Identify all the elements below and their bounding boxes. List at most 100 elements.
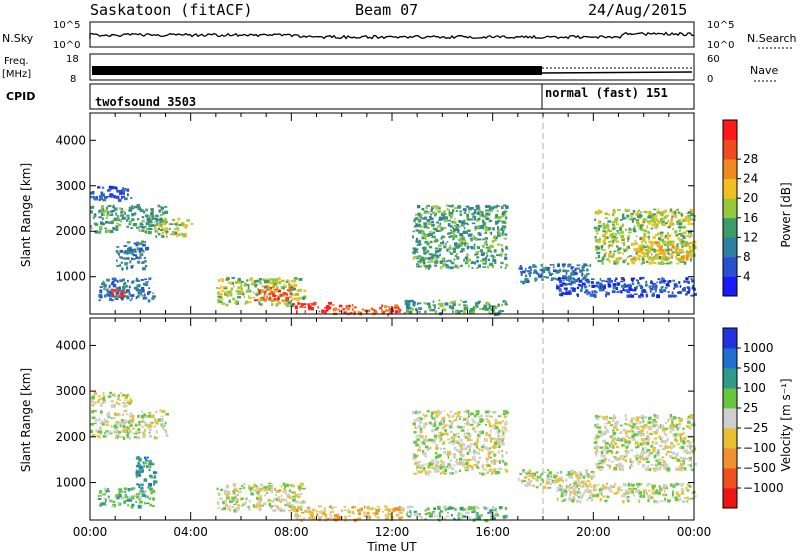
data-cell bbox=[671, 451, 675, 455]
data-cell bbox=[622, 259, 626, 264]
data-cell bbox=[93, 410, 97, 412]
data-cell bbox=[107, 415, 111, 419]
data-cell bbox=[636, 482, 640, 486]
data-cell bbox=[669, 248, 673, 252]
data-cell bbox=[688, 444, 692, 447]
data-cell bbox=[466, 419, 470, 423]
data-cell bbox=[423, 302, 427, 305]
data-cell bbox=[117, 435, 119, 439]
data-cell bbox=[489, 218, 491, 222]
data-cell bbox=[625, 453, 628, 458]
data-cell bbox=[131, 253, 134, 256]
data-cell bbox=[599, 415, 603, 418]
data-cell bbox=[654, 218, 658, 221]
data-cell bbox=[678, 222, 683, 226]
data-cell bbox=[617, 491, 620, 494]
data-cell bbox=[121, 195, 123, 200]
data-cell bbox=[481, 244, 484, 247]
data-cell bbox=[672, 210, 677, 215]
data-cell bbox=[99, 410, 103, 414]
data-cell bbox=[287, 301, 292, 304]
data-cell bbox=[616, 231, 619, 233]
data-cell bbox=[621, 467, 624, 472]
data-cell bbox=[124, 212, 126, 215]
data-cell bbox=[504, 514, 508, 519]
data-cell bbox=[630, 488, 633, 492]
data-cell bbox=[139, 457, 142, 462]
data-cell bbox=[110, 299, 114, 302]
data-cell bbox=[98, 199, 101, 202]
data-cell bbox=[116, 495, 120, 500]
data-cell bbox=[598, 488, 603, 492]
data-cell bbox=[106, 490, 111, 492]
data-cell bbox=[586, 273, 590, 276]
data-cell bbox=[151, 214, 155, 218]
data-cell bbox=[620, 488, 623, 492]
data-cell bbox=[450, 506, 454, 510]
data-cell bbox=[437, 434, 439, 437]
data-cell bbox=[556, 480, 560, 483]
data-cell bbox=[227, 290, 232, 293]
data-cell bbox=[352, 511, 355, 514]
data-cell bbox=[645, 435, 650, 439]
data-cell bbox=[419, 435, 423, 438]
data-cell bbox=[162, 211, 165, 215]
data-cell bbox=[523, 476, 528, 479]
data-cell bbox=[650, 253, 653, 256]
data-cell bbox=[444, 302, 449, 306]
data-cell bbox=[463, 432, 466, 435]
data-cell bbox=[604, 442, 609, 445]
data-cell bbox=[275, 303, 279, 307]
data-cell bbox=[259, 483, 264, 486]
data-cell bbox=[130, 505, 134, 509]
data-cell bbox=[442, 259, 445, 263]
data-cell bbox=[461, 442, 464, 445]
data-cell bbox=[563, 498, 567, 501]
data-cell bbox=[241, 504, 243, 507]
data-cell bbox=[133, 494, 137, 497]
data-cell bbox=[483, 242, 487, 245]
data-cell bbox=[640, 247, 644, 251]
data-cell bbox=[434, 421, 436, 426]
data-cell bbox=[434, 258, 438, 261]
data-cell bbox=[136, 241, 140, 244]
data-cell bbox=[248, 485, 250, 489]
data-cell bbox=[150, 491, 153, 495]
data-cell bbox=[577, 293, 579, 297]
data-cell bbox=[448, 209, 450, 213]
data-cell bbox=[683, 287, 686, 290]
data-cell bbox=[668, 280, 672, 283]
data-cell bbox=[574, 480, 577, 483]
data-cell bbox=[453, 517, 456, 521]
data-cell bbox=[457, 225, 462, 228]
data-cell bbox=[606, 428, 608, 432]
data-cell bbox=[467, 258, 472, 262]
data-cell bbox=[593, 484, 597, 488]
data-cell bbox=[617, 290, 620, 293]
data-cell bbox=[299, 306, 303, 308]
data-cell bbox=[302, 500, 305, 503]
data-cell bbox=[406, 512, 408, 516]
data-cell bbox=[634, 441, 639, 445]
data-cell bbox=[417, 205, 421, 208]
cpid-segment-1: twofsound 3503 bbox=[95, 95, 196, 109]
data-cell bbox=[558, 277, 561, 281]
data-cell bbox=[491, 206, 495, 209]
data-cell bbox=[271, 483, 274, 487]
data-cell bbox=[271, 302, 274, 306]
data-cell bbox=[602, 249, 606, 251]
data-cell bbox=[421, 257, 424, 260]
data-cell bbox=[626, 441, 629, 444]
data-cell bbox=[116, 264, 120, 267]
data-cell bbox=[311, 517, 315, 521]
data-cell bbox=[640, 438, 645, 442]
data-cell bbox=[156, 230, 159, 234]
data-cell bbox=[101, 212, 104, 216]
data-cell bbox=[102, 280, 105, 284]
data-cell bbox=[476, 514, 480, 517]
data-cell bbox=[483, 232, 486, 234]
data-cell bbox=[667, 251, 670, 255]
data-cell bbox=[653, 420, 658, 423]
data-cell bbox=[548, 476, 551, 478]
